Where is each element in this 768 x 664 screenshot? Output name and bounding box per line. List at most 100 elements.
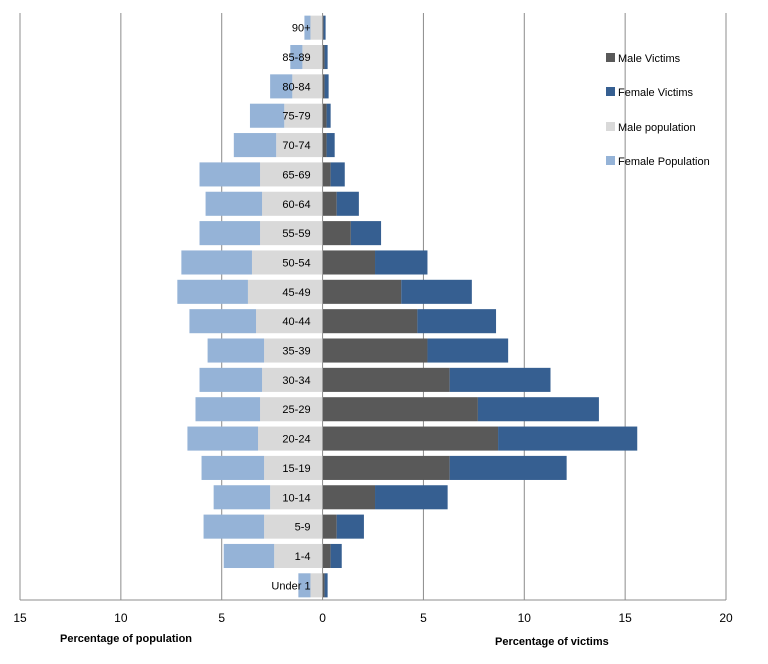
bar-male-population	[310, 15, 323, 40]
bar-male-victims	[322, 426, 499, 451]
x-tick-label: 5	[218, 611, 225, 625]
bar-male-population	[302, 44, 323, 70]
bar-female-population	[177, 279, 248, 304]
bar-female-population	[304, 15, 311, 40]
age-group-label: 10-14	[282, 492, 310, 504]
bar-female-victims	[375, 250, 428, 275]
age-group-label: 45-49	[282, 287, 310, 299]
bar-male-victims	[322, 250, 376, 275]
bar-male-population	[264, 455, 323, 480]
bar-male-victims	[322, 309, 418, 334]
bar-female-population	[199, 367, 263, 392]
legend-swatch	[606, 87, 615, 96]
bar-female-population	[203, 514, 265, 539]
legend-swatch	[606, 156, 615, 165]
bar-male-population	[262, 191, 323, 216]
bar-male-population	[258, 426, 323, 451]
x-tick-label: 15	[13, 611, 27, 625]
bar-female-population	[195, 397, 261, 422]
bar-female-victims	[477, 397, 599, 422]
bar-female-victims	[336, 514, 364, 539]
bar-male-population	[310, 573, 323, 598]
bar-female-victims	[449, 455, 567, 480]
age-group-label: 60-64	[282, 199, 310, 211]
bar-female-victims	[324, 573, 328, 598]
bar-female-victims	[326, 133, 335, 158]
age-group-label: 70-74	[282, 140, 310, 152]
bar-female-population	[270, 74, 293, 99]
bar-male-population	[262, 367, 323, 392]
bars	[177, 15, 638, 598]
age-group-label: 50-54	[282, 257, 310, 269]
bar-female-population	[199, 221, 261, 246]
legend: Male Victims Female Victims Male populatio…	[606, 53, 710, 168]
bar-male-population	[292, 74, 323, 99]
bar-female-victims	[324, 74, 329, 99]
bar-female-victims	[330, 162, 345, 187]
bar-male-victims	[322, 485, 376, 510]
age-group-label: 55-59	[282, 228, 310, 240]
bar-female-victims	[324, 44, 328, 70]
x-tick-label: 0	[319, 611, 326, 625]
age-group-label: 5-9	[295, 522, 311, 534]
bar-male-victims	[322, 455, 450, 480]
bar-male-victims	[322, 338, 428, 363]
age-group-label: 35-39	[282, 346, 310, 358]
bar-female-population	[199, 162, 261, 187]
bar-female-population	[223, 543, 275, 569]
bar-female-victims	[427, 338, 509, 363]
age-group-label: 90+	[292, 23, 311, 35]
age-group-label: 20-24	[282, 434, 310, 446]
bar-female-population	[249, 103, 285, 128]
legend-swatch	[606, 53, 615, 62]
age-group-label: 1-4	[295, 551, 311, 563]
bar-female-victims	[401, 279, 472, 304]
bar-female-victims	[336, 191, 359, 216]
age-group-label: 40-44	[282, 316, 310, 328]
x-axis-title-population: Percentage of population	[60, 633, 192, 645]
bar-female-victims	[323, 15, 326, 40]
bar-male-victims	[322, 103, 327, 128]
bar-male-population	[274, 543, 323, 569]
age-group-label: 75-79	[282, 111, 310, 123]
bar-male-victims	[322, 15, 324, 40]
bar-female-population	[181, 250, 252, 275]
gridlines	[19, 13, 727, 600]
x-tick-label: 10	[114, 611, 128, 625]
bar-male-population	[247, 279, 323, 304]
bar-male-population	[256, 309, 323, 334]
bar-female-victims	[375, 485, 448, 510]
age-group-label: 25-29	[282, 404, 310, 416]
bar-female-population	[205, 191, 263, 216]
bar-male-victims	[322, 44, 325, 70]
legend-label: Male population	[618, 122, 696, 134]
bar-male-population	[264, 514, 323, 539]
bar-female-victims	[449, 367, 551, 392]
bar-male-victims	[322, 133, 327, 158]
bar-male-victims	[322, 367, 450, 392]
legend-label: Female Population	[618, 156, 710, 168]
bar-female-population	[233, 133, 277, 158]
bar-female-victims	[330, 543, 342, 569]
bar-female-population	[187, 426, 259, 451]
bar-male-population	[264, 338, 323, 363]
bar-female-population	[298, 573, 311, 598]
bar-female-victims	[498, 426, 638, 451]
bar-male-victims	[322, 162, 331, 187]
bar-male-victims	[322, 514, 337, 539]
x-tick-label: 20	[719, 611, 733, 625]
bar-female-population	[213, 485, 271, 510]
bar-male-victims	[322, 279, 402, 304]
age-group-label: 30-34	[282, 375, 310, 387]
age-labels: Under 1 1-4 5-9 10-14 15-19 20-24 25-29 30-34 35…	[271, 23, 310, 593]
bar-female-population	[201, 455, 265, 480]
bar-male-victims	[322, 191, 337, 216]
age-group-label: 85-89	[282, 52, 310, 64]
age-group-label: 80-84	[282, 81, 310, 93]
bar-male-population	[270, 485, 323, 510]
bar-female-population	[189, 309, 257, 334]
x-axis-title-victims: Percentage of victims	[495, 636, 609, 648]
bar-male-victims	[322, 221, 351, 246]
bar-male-population	[284, 103, 323, 128]
